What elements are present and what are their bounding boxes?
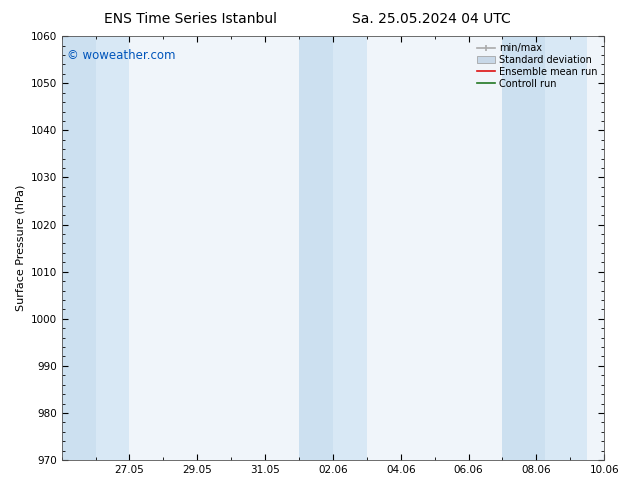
Text: ENS Time Series Istanbul: ENS Time Series Istanbul: [104, 12, 276, 26]
Y-axis label: Surface Pressure (hPa): Surface Pressure (hPa): [15, 185, 25, 311]
Bar: [96, 36, 129, 460]
Legend: min/max, Standard deviation, Ensemble mean run, Controll run: min/max, Standard deviation, Ensemble me…: [476, 41, 599, 91]
Bar: [503, 36, 545, 460]
Bar: [299, 36, 333, 460]
Text: Sa. 25.05.2024 04 UTC: Sa. 25.05.2024 04 UTC: [352, 12, 510, 26]
Bar: [333, 36, 367, 460]
Bar: [545, 36, 587, 460]
Text: © woweather.com: © woweather.com: [67, 49, 176, 62]
Bar: [61, 36, 96, 460]
